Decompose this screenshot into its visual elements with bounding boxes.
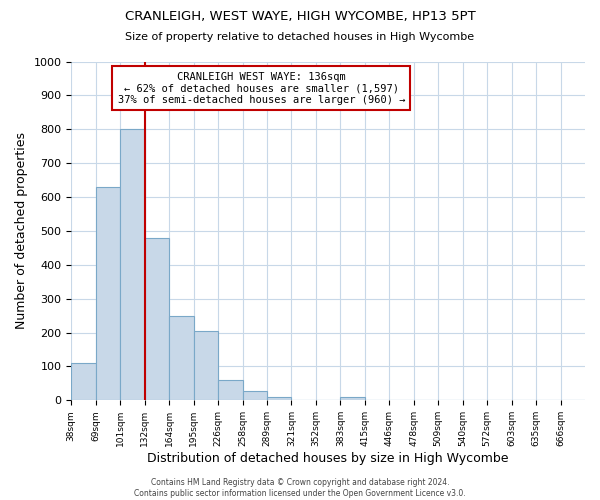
Bar — [145, 238, 169, 400]
X-axis label: Distribution of detached houses by size in High Wycombe: Distribution of detached houses by size … — [148, 452, 509, 465]
Bar — [218, 380, 242, 400]
Bar — [267, 397, 292, 400]
Text: CRANLEIGH, WEST WAYE, HIGH WYCOMBE, HP13 5PT: CRANLEIGH, WEST WAYE, HIGH WYCOMBE, HP13… — [125, 10, 475, 23]
Bar — [242, 391, 267, 400]
Bar — [169, 316, 194, 400]
Text: CRANLEIGH WEST WAYE: 136sqm
← 62% of detached houses are smaller (1,597)
37% of : CRANLEIGH WEST WAYE: 136sqm ← 62% of det… — [118, 72, 405, 105]
Bar — [71, 363, 96, 401]
Bar — [340, 397, 365, 400]
Text: Contains HM Land Registry data © Crown copyright and database right 2024.
Contai: Contains HM Land Registry data © Crown c… — [134, 478, 466, 498]
Bar — [120, 130, 145, 400]
Bar — [96, 187, 120, 400]
Bar — [194, 331, 218, 400]
Text: Size of property relative to detached houses in High Wycombe: Size of property relative to detached ho… — [125, 32, 475, 42]
Y-axis label: Number of detached properties: Number of detached properties — [15, 132, 28, 330]
